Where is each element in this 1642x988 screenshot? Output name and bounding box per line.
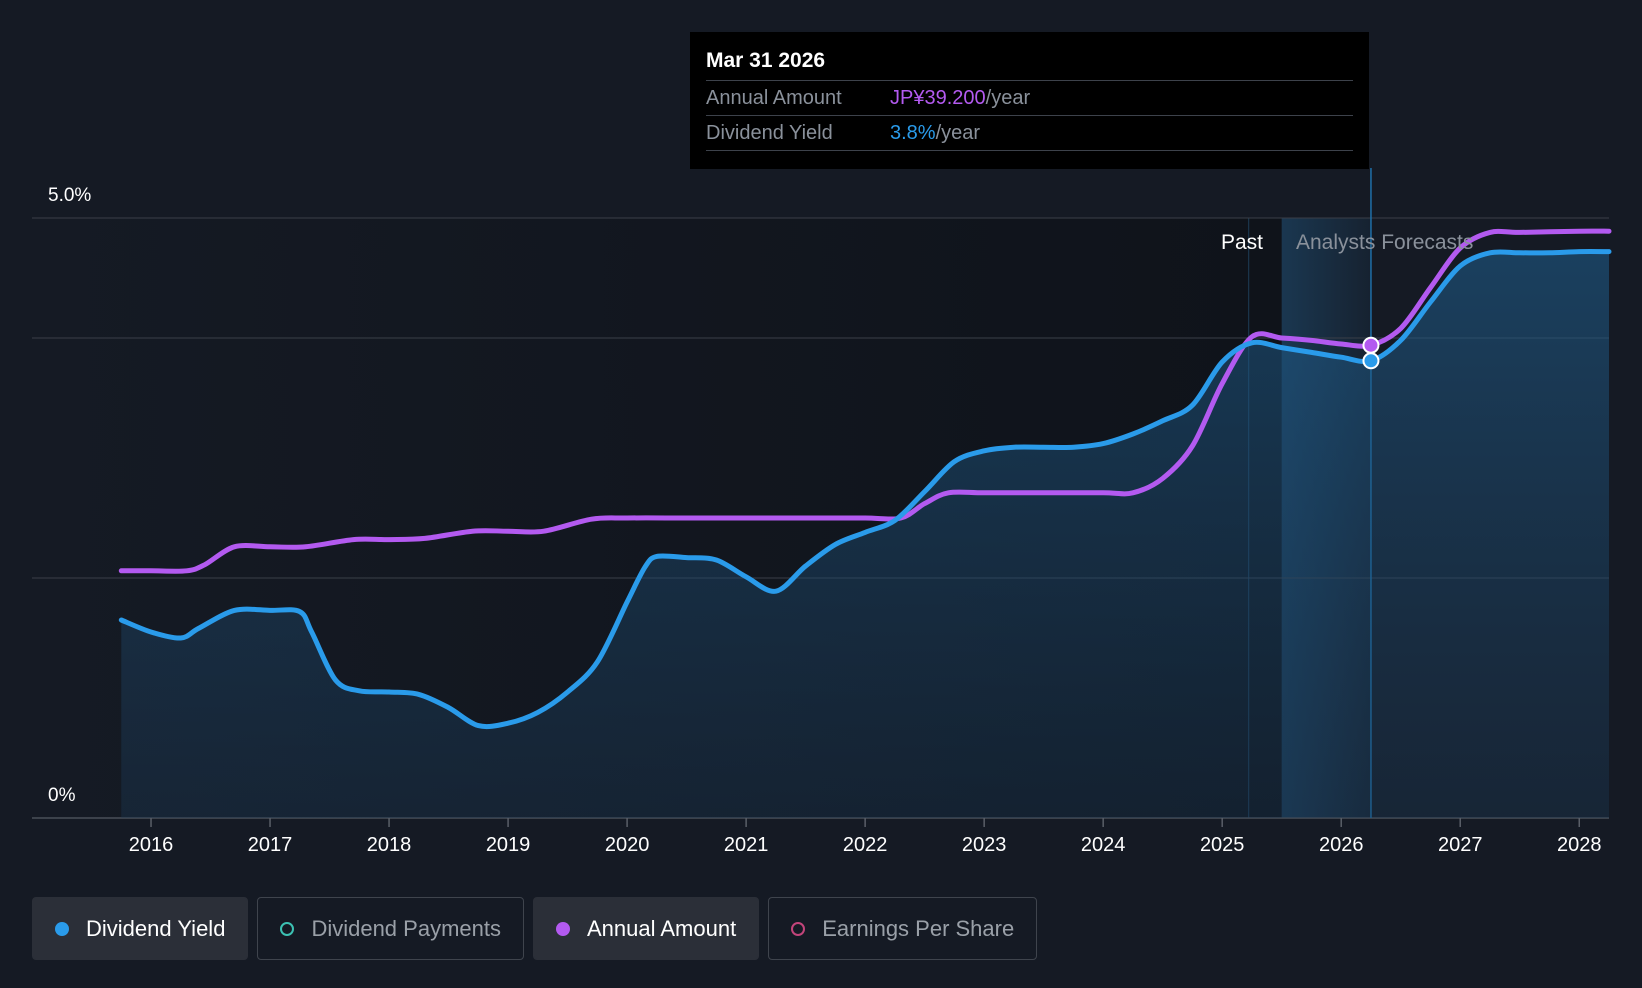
y-tick-label-min: 0%: [48, 785, 76, 806]
x-tick-label: 2023: [962, 834, 1007, 856]
dividend-yield-marker: [1362, 352, 1380, 370]
x-tick-label: 2026: [1319, 834, 1364, 856]
tooltip-row-dividend-yield: Dividend Yield 3.8% /year: [706, 115, 1353, 151]
annual-amount-marker: [1362, 336, 1380, 354]
x-tick-label: 2016: [129, 834, 174, 856]
x-tick-label: 2019: [486, 834, 531, 856]
x-tick-label: 2025: [1200, 834, 1245, 856]
x-tick-label: 2021: [724, 834, 769, 856]
x-tick-label: 2024: [1081, 834, 1126, 856]
legend-label: Dividend Payments: [311, 915, 501, 941]
dividend-chart: 2016 2017 2018 2019 2020 2021 2022 2023 2024 2025…: [32, 168, 1612, 856]
tooltip-date: Mar 31 2026: [706, 49, 826, 72]
dividend-yield-dot-icon: [55, 921, 69, 936]
tooltip-value: 3.8%: [890, 122, 936, 144]
tooltip-label: Dividend Yield: [706, 122, 833, 144]
past-region-label: Past: [1221, 231, 1263, 254]
legend-dividend-payments[interactable]: Dividend Payments: [257, 897, 524, 960]
annual-amount-dot-icon: [555, 921, 570, 936]
legend-annual-amount[interactable]: Annual Amount: [532, 897, 760, 960]
x-tick-label: 2018: [367, 834, 412, 856]
x-tick-label: 2022: [843, 834, 888, 856]
x-tick-label: 2028: [1557, 834, 1602, 856]
x-tick-label: 2027: [1438, 834, 1483, 856]
tooltip-row-annual-amount: Annual Amount JP¥39.200 /year: [706, 80, 1353, 115]
legend-label: Annual Amount: [586, 915, 737, 941]
tooltip-unit: /year: [935, 122, 981, 144]
x-axis: 2016 2017 2018 2019 2020 2021 2022 2023 2024 2025…: [129, 818, 1602, 856]
tooltip-value: JP¥39.200: [890, 87, 986, 109]
legend: Dividend Yield Dividend Payments Annual …: [32, 897, 1046, 960]
earnings-per-share-ring-icon: [791, 921, 806, 936]
tooltip-label: Annual Amount: [706, 87, 842, 109]
legend-dividend-yield[interactable]: Dividend Yield: [32, 897, 249, 960]
legend-earnings-per-share[interactable]: Earnings Per Share: [768, 897, 1038, 960]
y-tick-label-max: 5.0%: [48, 185, 91, 206]
dividend-payments-ring-icon: [280, 921, 295, 936]
tooltip: Mar 31 2026 Annual Amount JP¥39.200 /yea…: [690, 32, 1369, 169]
tooltip-unit: /year: [985, 87, 1031, 109]
x-tick-label: 2017: [248, 834, 293, 856]
dividend-yield-line: [118, 249, 1612, 730]
legend-label: Dividend Yield: [86, 915, 226, 941]
forecast-region-label: Analysts Forecasts: [1296, 231, 1473, 254]
highlight-markers: [1362, 336, 1380, 370]
x-tick-label: 2020: [605, 834, 650, 856]
legend-label: Earnings Per Share: [822, 915, 1015, 941]
